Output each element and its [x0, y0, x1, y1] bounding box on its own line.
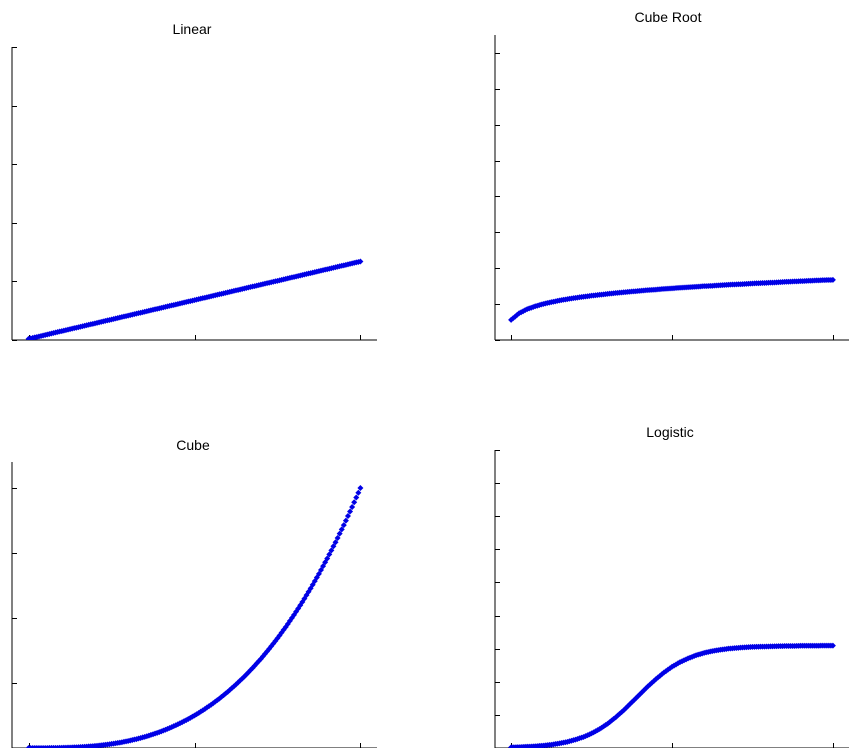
data-point: [340, 522, 347, 529]
series-points: [25, 485, 364, 748]
data-point: [330, 543, 337, 550]
chart-panel-cube: Cube: [11, 437, 377, 748]
series-points: [508, 276, 836, 323]
series-points: [508, 642, 836, 748]
data-point: [328, 547, 335, 554]
chart-title: Cube: [176, 437, 210, 453]
data-point: [357, 258, 364, 265]
data-point: [336, 530, 343, 537]
data-point: [342, 517, 349, 524]
data-point: [338, 526, 345, 533]
data-point: [351, 499, 358, 506]
data-point: [349, 504, 356, 511]
chart-title: Cube Root: [635, 9, 702, 25]
data-point: [355, 489, 362, 496]
series-points: [25, 258, 364, 340]
chart-panel-linear: Linear: [11, 21, 377, 341]
chart-panel-logistic: Logistic: [494, 424, 849, 748]
data-point: [344, 513, 351, 520]
data-point: [347, 508, 354, 515]
data-point: [353, 494, 360, 501]
data-point: [829, 642, 836, 649]
chart-title: Linear: [173, 21, 212, 37]
data-point: [829, 276, 836, 283]
chart-title: Logistic: [646, 424, 693, 440]
data-point: [332, 539, 339, 546]
chart-panel-cube-root: Cube Root: [494, 9, 849, 341]
data-point: [324, 555, 331, 562]
data-point: [357, 485, 364, 491]
data-point: [334, 534, 341, 541]
data-point: [326, 551, 333, 558]
data-point: [251, 662, 258, 669]
